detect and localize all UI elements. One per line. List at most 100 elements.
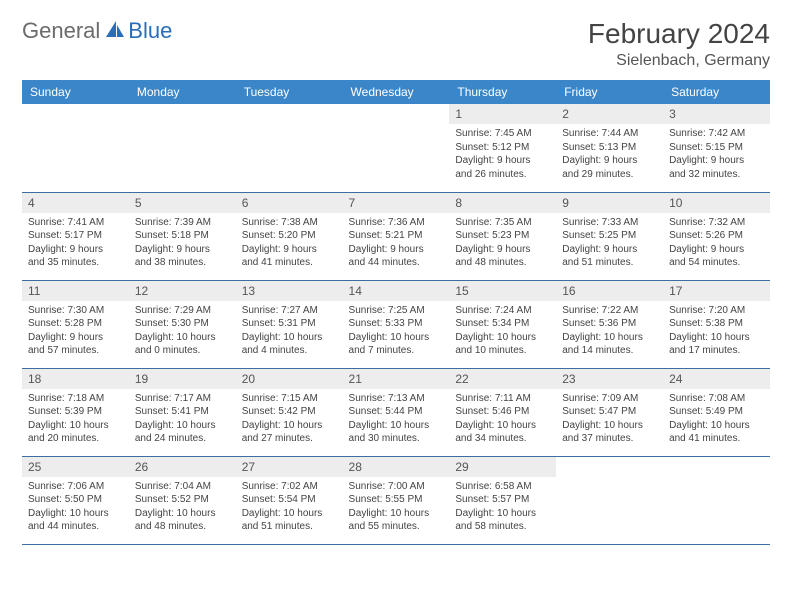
day-content: Sunrise: 7:38 AMSunset: 5:20 PMDaylight:…	[236, 213, 343, 273]
day-content: Sunrise: 7:17 AMSunset: 5:41 PMDaylight:…	[129, 389, 236, 449]
day-line: Sunset: 5:17 PM	[28, 229, 123, 243]
weekday-header: Thursday	[449, 80, 556, 104]
calendar-day-cell: 11Sunrise: 7:30 AMSunset: 5:28 PMDayligh…	[22, 280, 129, 368]
day-line: Sunrise: 7:29 AM	[135, 304, 230, 318]
day-line: and 57 minutes.	[28, 344, 123, 358]
day-line: Sunset: 5:38 PM	[669, 317, 764, 331]
day-line: Daylight: 9 hours	[135, 243, 230, 257]
calendar-day-cell: 7Sunrise: 7:36 AMSunset: 5:21 PMDaylight…	[343, 192, 450, 280]
day-line: Daylight: 10 hours	[28, 507, 123, 521]
day-line: and 0 minutes.	[135, 344, 230, 358]
day-line: and 44 minutes.	[28, 520, 123, 534]
calendar-day-cell	[343, 104, 450, 192]
day-line: Sunrise: 7:39 AM	[135, 216, 230, 230]
day-line: Sunrise: 7:17 AM	[135, 392, 230, 406]
day-number: 6	[236, 193, 343, 213]
day-number: 15	[449, 281, 556, 301]
calendar-day-cell: 26Sunrise: 7:04 AMSunset: 5:52 PMDayligh…	[129, 456, 236, 544]
day-line: Sunrise: 7:06 AM	[28, 480, 123, 494]
calendar-body: 1Sunrise: 7:45 AMSunset: 5:12 PMDaylight…	[22, 104, 770, 544]
calendar-day-cell: 6Sunrise: 7:38 AMSunset: 5:20 PMDaylight…	[236, 192, 343, 280]
calendar-day-cell: 18Sunrise: 7:18 AMSunset: 5:39 PMDayligh…	[22, 368, 129, 456]
day-content: Sunrise: 7:33 AMSunset: 5:25 PMDaylight:…	[556, 213, 663, 273]
day-line: Daylight: 9 hours	[242, 243, 337, 257]
calendar-day-cell: 27 Sunrise: 7:02 AMSunset: 5:54 PMDayligh…	[236, 456, 343, 544]
calendar-day-cell: 17Sunrise: 7:20 AMSunset: 5:38 PMDayligh…	[663, 280, 770, 368]
day-line: and 38 minutes.	[135, 256, 230, 270]
calendar-day-cell: 24Sunrise: 7:08 AMSunset: 5:49 PMDayligh…	[663, 368, 770, 456]
calendar-day-cell: 8Sunrise: 7:35 AMSunset: 5:23 PMDaylight…	[449, 192, 556, 280]
day-line: Sunrise: 6:58 AM	[455, 480, 550, 494]
day-line: Daylight: 10 hours	[135, 419, 230, 433]
day-line: Daylight: 9 hours	[562, 154, 657, 168]
calendar-day-cell: 20Sunrise: 7:15 AMSunset: 5:42 PMDayligh…	[236, 368, 343, 456]
day-line: Sunrise: 7:22 AM	[562, 304, 657, 318]
day-line: Daylight: 10 hours	[455, 507, 550, 521]
day-line: Sunrise: 7:32 AM	[669, 216, 764, 230]
day-line: Sunrise: 7:42 AM	[669, 127, 764, 141]
day-line: Daylight: 9 hours	[455, 154, 550, 168]
day-line: Daylight: 9 hours	[28, 243, 123, 257]
day-line: Sunset: 5:12 PM	[455, 141, 550, 155]
day-line: and 41 minutes.	[669, 432, 764, 446]
day-line: Sunset: 5:23 PM	[455, 229, 550, 243]
logo-text-general: General	[22, 18, 100, 44]
day-content: Sunrise: 6:58 AMSunset: 5:57 PMDaylight:…	[449, 477, 556, 537]
calendar-week-row: 18Sunrise: 7:18 AMSunset: 5:39 PMDayligh…	[22, 368, 770, 456]
day-line: Sunset: 5:41 PM	[135, 405, 230, 419]
day-number: 22	[449, 369, 556, 389]
calendar-day-cell: 23Sunrise: 7:09 AMSunset: 5:47 PMDayligh…	[556, 368, 663, 456]
day-content: Sunrise: 7:09 AMSunset: 5:47 PMDaylight:…	[556, 389, 663, 449]
day-line: Daylight: 10 hours	[242, 419, 337, 433]
day-line: Sunrise: 7:33 AM	[562, 216, 657, 230]
calendar-day-cell: 14Sunrise: 7:25 AMSunset: 5:33 PMDayligh…	[343, 280, 450, 368]
calendar-day-cell	[22, 104, 129, 192]
day-line: and 20 minutes.	[28, 432, 123, 446]
day-line: Sunset: 5:39 PM	[28, 405, 123, 419]
day-line: Daylight: 10 hours	[349, 507, 444, 521]
calendar-day-cell: 15Sunrise: 7:24 AMSunset: 5:34 PMDayligh…	[449, 280, 556, 368]
day-content: Sunrise: 7:36 AMSunset: 5:21 PMDaylight:…	[343, 213, 450, 273]
day-line: Sunrise: 7:00 AM	[349, 480, 444, 494]
day-line: Sunrise: 7:11 AM	[455, 392, 550, 406]
calendar-week-row: 11Sunrise: 7:30 AMSunset: 5:28 PMDayligh…	[22, 280, 770, 368]
day-line: Sunset: 5:15 PM	[669, 141, 764, 155]
weekday-header-row: Sunday Monday Tuesday Wednesday Thursday…	[22, 80, 770, 104]
day-line: Sunset: 5:49 PM	[669, 405, 764, 419]
day-line: Sunrise: 7:18 AM	[28, 392, 123, 406]
day-line: Sunrise: 7:02 AM	[242, 480, 337, 494]
calendar-day-cell: 2Sunrise: 7:44 AMSunset: 5:13 PMDaylight…	[556, 104, 663, 192]
day-line: Sunset: 5:28 PM	[28, 317, 123, 331]
day-line: Sunrise: 7:24 AM	[455, 304, 550, 318]
day-content: Sunrise: 7:35 AMSunset: 5:23 PMDaylight:…	[449, 213, 556, 273]
day-line: Sunset: 5:33 PM	[349, 317, 444, 331]
day-number: 21	[343, 369, 450, 389]
day-line: Daylight: 10 hours	[28, 419, 123, 433]
day-line: Sunrise: 7:13 AM	[349, 392, 444, 406]
day-line: and 48 minutes.	[455, 256, 550, 270]
day-line: Sunset: 5:26 PM	[669, 229, 764, 243]
day-line: and 24 minutes.	[135, 432, 230, 446]
day-line: Sunrise: 7:04 AM	[135, 480, 230, 494]
day-content: Sunrise: 7:22 AMSunset: 5:36 PMDaylight:…	[556, 301, 663, 361]
day-line: Sunset: 5:54 PM	[242, 493, 337, 507]
location-label: Sielenbach, Germany	[588, 52, 770, 70]
calendar-day-cell: 19Sunrise: 7:17 AMSunset: 5:41 PMDayligh…	[129, 368, 236, 456]
day-number: 8	[449, 193, 556, 213]
day-number: 1	[449, 104, 556, 124]
calendar-week-row: 1Sunrise: 7:45 AMSunset: 5:12 PMDaylight…	[22, 104, 770, 192]
calendar-day-cell: 5Sunrise: 7:39 AMSunset: 5:18 PMDaylight…	[129, 192, 236, 280]
day-line: Sunset: 5:50 PM	[28, 493, 123, 507]
month-title: February 2024	[588, 18, 770, 50]
day-line: and 34 minutes.	[455, 432, 550, 446]
day-line: and 41 minutes.	[242, 256, 337, 270]
calendar-day-cell: 28Sunrise: 7:00 AMSunset: 5:55 PMDayligh…	[343, 456, 450, 544]
calendar-day-cell: 13Sunrise: 7:27 AMSunset: 5:31 PMDayligh…	[236, 280, 343, 368]
day-content: Sunrise: 7:04 AMSunset: 5:52 PMDaylight:…	[129, 477, 236, 537]
day-line: Daylight: 10 hours	[242, 507, 337, 521]
day-line: Sunset: 5:18 PM	[135, 229, 230, 243]
day-number: 27	[236, 457, 343, 477]
day-line: Sunset: 5:25 PM	[562, 229, 657, 243]
day-line: Daylight: 10 hours	[455, 331, 550, 345]
day-line: Daylight: 10 hours	[669, 419, 764, 433]
